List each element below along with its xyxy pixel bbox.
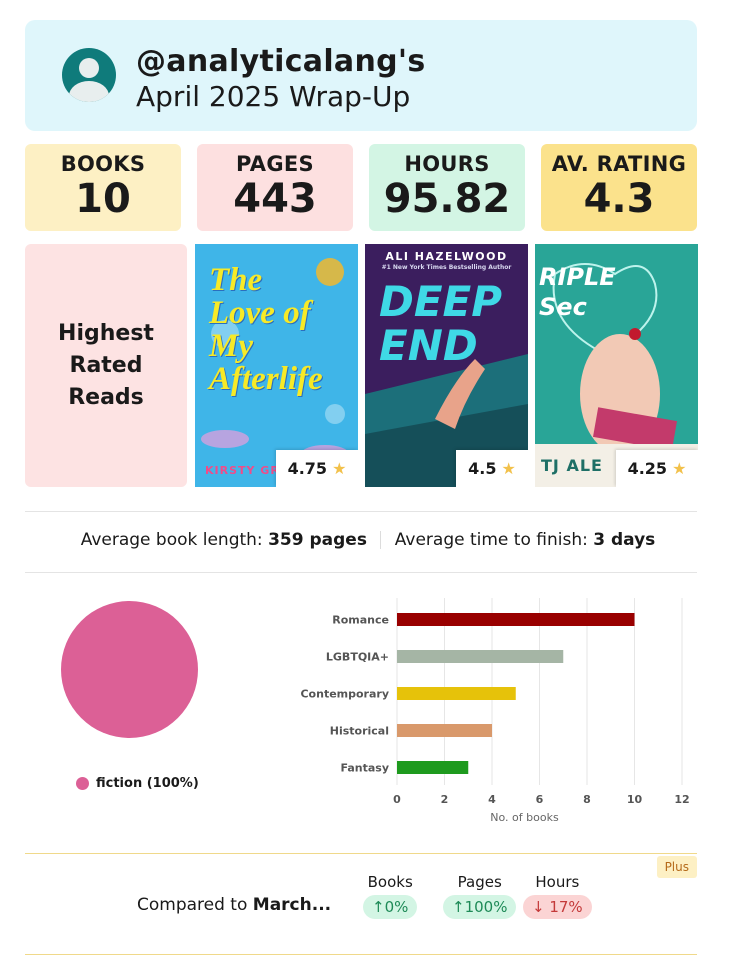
- compare-hours: Hours ↓ 17%: [523, 873, 592, 919]
- cover-art: [201, 258, 349, 463]
- divider: [25, 572, 697, 573]
- highest-rated-line: Reads: [68, 384, 144, 410]
- stat-value: 10: [75, 176, 131, 222]
- book-rating: 4.25 ★: [616, 450, 698, 487]
- highest-rated-line: Highest: [58, 320, 154, 346]
- avg-time-value: 3 days: [593, 530, 656, 550]
- metric-change-badge: ↓ 17%: [523, 895, 592, 919]
- star-icon: ★: [332, 459, 347, 478]
- comparison-month[interactable]: March...: [252, 895, 332, 915]
- x-tick-label: 10: [627, 793, 643, 806]
- metric-label: Pages: [457, 873, 502, 891]
- stat-value: 4.3: [583, 176, 655, 222]
- y-category-label: LGBTQIA+: [326, 651, 389, 664]
- book-cover-love-of-my-afterlife[interactable]: The Love of My Afterlife KIRSTY GR 4.75 …: [195, 244, 358, 487]
- pie-legend: fiction (100%): [76, 776, 199, 791]
- stat-pages: PAGES 443: [197, 144, 353, 231]
- cover-author: KIRSTY GR: [205, 464, 280, 477]
- y-category-label: Fantasy: [340, 762, 389, 775]
- stat-value: 443: [233, 176, 317, 222]
- comparison-prefix: Compared to: [137, 895, 253, 915]
- avg-time-label: Average time to finish:: [394, 530, 588, 550]
- bar-contemporary: [397, 687, 516, 700]
- highest-rated-line: Rated: [69, 352, 143, 378]
- stat-label: PAGES: [236, 152, 314, 176]
- x-axis-label: No. of books: [490, 811, 559, 824]
- star-icon: ★: [672, 459, 687, 478]
- rating-value: 4.25: [627, 459, 668, 478]
- bar-historical: [397, 724, 492, 737]
- user-avatar-icon[interactable]: [62, 48, 116, 102]
- x-tick-label: 4: [488, 793, 496, 806]
- stat-hours: HOURS 95.82: [369, 144, 525, 231]
- compare-pages: Pages ↑100%: [443, 873, 517, 919]
- metric-change-badge: ↑0%: [363, 895, 418, 919]
- metric-change-badge: ↑100%: [443, 895, 517, 919]
- book-rating: 4.75 ★: [276, 450, 358, 487]
- x-tick-label: 0: [393, 793, 401, 806]
- x-tick-label: 2: [441, 793, 449, 806]
- star-icon: ★: [501, 459, 516, 478]
- averages-row: Average book length: 359 pages Average t…: [0, 530, 736, 550]
- cover-author: ALI HAZELWOOD: [385, 250, 508, 263]
- y-category-label: Contemporary: [300, 688, 389, 701]
- x-tick-label: 8: [583, 793, 591, 806]
- stat-books: BOOKS 10: [25, 144, 181, 231]
- book-rating: 4.5 ★: [456, 450, 528, 487]
- y-category-label: Romance: [332, 614, 389, 627]
- plus-badge[interactable]: Plus: [656, 856, 697, 878]
- avg-length-value: 359 pages: [268, 530, 367, 550]
- book-cover-deep-end[interactable]: ALI HAZELWOOD #1 New York Times Bestsell…: [365, 244, 528, 487]
- book-cover-triple-sec[interactable]: RIPLE Sec TJ ALE 4.25 ★: [535, 244, 698, 487]
- genre-pie-chart[interactable]: [61, 601, 198, 738]
- comparison-section: Plus Compared to March... Books ↑0% Page…: [25, 853, 697, 955]
- stat-label: AV. RATING: [551, 152, 687, 176]
- rating-value: 4.75: [287, 459, 328, 478]
- genre-bar-chart: 0 2 4 6 8 10 12 Romance LGBTQIA+ Contemporary Hist…: [300, 598, 690, 824]
- stat-average-rating: AV. RATING 4.3: [541, 144, 697, 231]
- avg-length-label: Average book length:: [80, 530, 263, 550]
- comparison-label: Compared to March...: [137, 895, 331, 915]
- rating-value: 4.5: [468, 459, 497, 478]
- x-tick-label: 12: [674, 793, 689, 806]
- wrap-up-title: April 2025 Wrap-Up: [136, 80, 411, 113]
- x-tick-label: 6: [536, 793, 544, 806]
- username-handle[interactable]: @analyticalang's: [136, 44, 426, 79]
- compare-books: Books ↑0%: [363, 873, 418, 919]
- bar-fantasy: [397, 761, 469, 774]
- cover-title: RIPLE Sec: [539, 263, 616, 321]
- metric-label: Books: [367, 873, 413, 891]
- metric-label: Hours: [535, 873, 580, 891]
- cover-author: TJ ALE: [541, 456, 603, 475]
- legend-swatch: [76, 777, 89, 790]
- y-category-label: Historical: [330, 725, 389, 738]
- cover-tagline: #1 New York Times Bestselling Author: [381, 264, 512, 271]
- cover-title: The Love of My Afterlife: [209, 262, 323, 397]
- stat-value: 95.82: [383, 176, 511, 222]
- stat-label: HOURS: [404, 152, 490, 176]
- cover-title: DEEP END: [379, 277, 503, 370]
- separator: [380, 531, 382, 549]
- divider: [25, 511, 697, 512]
- bar-romance: [397, 613, 635, 626]
- wrap-up-header: @analyticalang's April 2025 Wrap-Up: [25, 20, 697, 131]
- bar-lgbtqia: [397, 650, 564, 663]
- highest-rated-label: Highest Rated Reads: [25, 244, 187, 487]
- stat-label: BOOKS: [60, 152, 146, 176]
- legend-label: fiction (100%): [96, 776, 199, 791]
